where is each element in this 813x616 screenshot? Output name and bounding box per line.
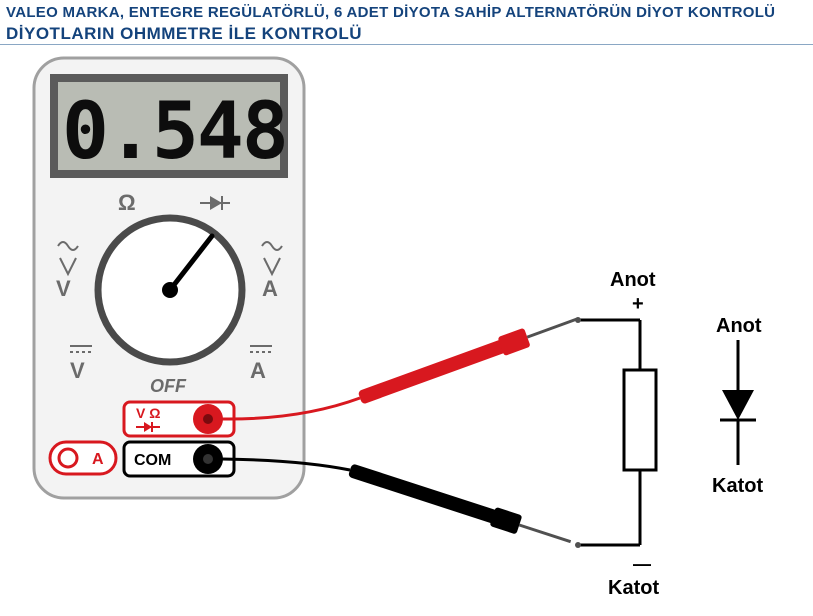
port-vohm: V Ω xyxy=(124,402,234,436)
svg-text:V: V xyxy=(56,276,71,301)
port-amp: A xyxy=(50,442,116,474)
mode-ohm: Ω xyxy=(118,190,136,215)
mode-off: OFF xyxy=(150,376,187,396)
port-amp-label: A xyxy=(92,451,104,468)
circuit: Anot + — Katot xyxy=(575,269,659,599)
katot-bottom-label: Katot xyxy=(608,577,659,599)
svg-text:A: A xyxy=(262,276,278,301)
anot-symbol-label: Anot xyxy=(716,315,762,337)
diagram-canvas: 0.548 Ω V A V xyxy=(0,0,813,616)
port-com: COM xyxy=(124,442,234,476)
svg-text:V: V xyxy=(70,358,85,383)
black-probe xyxy=(347,460,574,551)
katot-symbol-label: Katot xyxy=(712,475,763,497)
multimeter: 0.548 Ω V A V xyxy=(34,58,304,498)
diode-symbol: Anot Katot xyxy=(712,315,763,497)
minus-label: — xyxy=(633,554,651,574)
red-probe xyxy=(357,309,582,407)
svg-text:A: A xyxy=(250,358,266,383)
port-com-label: COM xyxy=(134,452,171,469)
display-value: 0.548 xyxy=(62,87,287,177)
anot-top-label: Anot xyxy=(610,269,656,291)
plus-label: + xyxy=(632,293,644,315)
port-vohm-label: V Ω xyxy=(136,405,160,421)
